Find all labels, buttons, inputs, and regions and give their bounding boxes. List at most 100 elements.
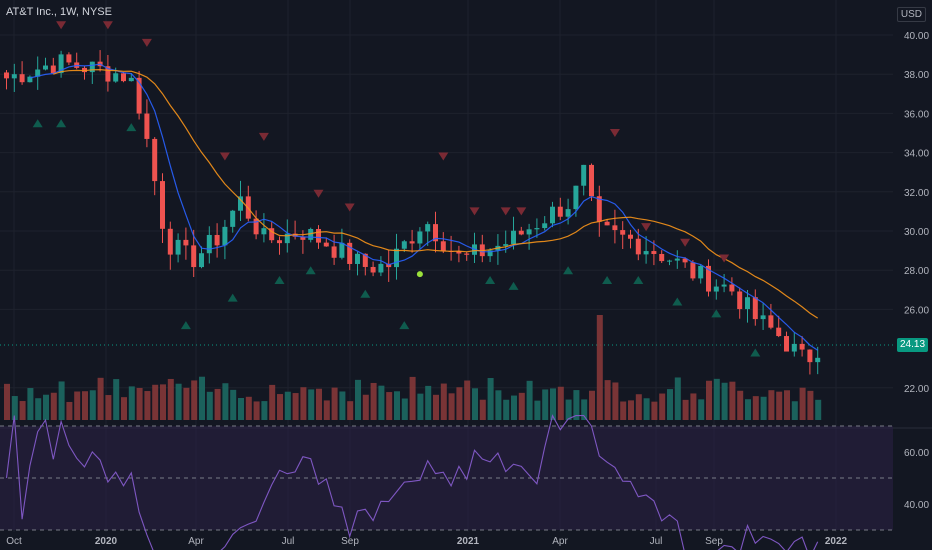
volume-bar [292,393,299,420]
candle-body [752,297,758,320]
volume-bar [230,389,237,420]
buy-signal-marker [711,309,722,318]
volume-bar [495,390,502,420]
candle-body [612,225,618,231]
candle-body [807,349,813,363]
volume-bar [417,393,424,420]
candle-body [511,230,516,245]
volume-bar [323,400,330,420]
candle-body [316,228,321,243]
volume-bar [331,387,338,420]
buy-signal-marker [360,289,371,298]
volume-bar [144,391,151,420]
candle-body [152,138,158,182]
candle-body [269,228,275,241]
buy-signal-marker [633,276,644,284]
buy-signal-marker [56,119,67,128]
volume-bar [11,396,18,420]
volume-bar [620,401,627,420]
volume-bar [706,380,712,420]
sell-signal-marker [102,21,113,30]
buy-signal-marker [399,321,410,330]
buy-signal-marker [563,266,574,275]
candle-body [214,234,220,246]
candle-body [409,241,415,244]
candle-body [339,242,345,258]
price-tick-label: 30.00 [904,227,929,238]
volume-bar [518,392,525,420]
sell-signal-marker [469,207,480,216]
candle-body [674,258,680,261]
candle-body [277,240,282,244]
volume-bar [815,399,822,420]
candle-body [58,54,64,74]
volume-bar [799,387,806,420]
candle-body [19,74,25,83]
volume-bar [50,392,57,420]
candle-body [144,113,150,139]
candle-body [175,239,181,255]
candle-body [136,77,142,114]
volume-bar [269,384,276,420]
signal-dot [416,271,423,278]
volume-bar [58,381,65,420]
candle-body [394,248,399,268]
time-tick-label: 2020 [95,536,118,547]
volume-bar [167,378,174,420]
sell-signal-marker [680,238,691,247]
candle-body [518,230,524,235]
sell-signal-marker [438,152,449,161]
volume-bar [19,401,26,420]
moving-averages [29,63,819,351]
volume-bar [550,388,556,420]
candle-body [698,265,704,279]
time-tick-label: Sep [705,536,723,547]
candle-body [690,262,696,279]
price-tick-label: 26.00 [904,305,929,316]
candlesticks [4,50,821,375]
price-tick-label: 22.00 [904,384,929,395]
volume-bar [674,377,681,420]
sell-signal-marker [141,38,152,47]
volume-bar [542,389,549,420]
volume-bar [768,390,775,420]
volume-bar [191,380,198,420]
volume-bar [425,385,432,420]
volume-bar [643,398,650,420]
candle-body [401,241,407,249]
candle-body [542,223,548,229]
candle-body [526,229,532,235]
volume-bar [308,389,315,420]
time-tick-label: Apr [188,536,204,547]
volume-bar [160,384,166,420]
candle-body [596,196,602,222]
volume-bar [394,391,400,420]
volume-bar [152,384,159,420]
volume-bar [628,400,634,420]
candle-body [11,74,17,79]
candle-body [550,206,555,224]
volume-bar [206,391,213,420]
volume-bar [355,379,361,420]
candle-body [760,315,766,320]
candle-body [191,245,197,268]
candle-body [347,242,353,264]
volume-bar [565,399,572,420]
volume-bar [362,394,369,420]
price-tick-label: 38.00 [904,70,929,81]
candle-body [581,164,587,186]
last-price-tag: 24.13 [897,338,928,352]
volume-bar [27,388,34,420]
candle-body [589,164,594,197]
volume-bar [222,383,229,420]
time-tick-label: 2021 [457,536,480,547]
sell-signal-marker [56,21,67,30]
signal-markers [32,21,761,357]
volume-bar [97,377,104,420]
volume-bar [316,388,322,420]
candle-body [791,343,797,352]
currency-badge[interactable]: USD [896,7,926,22]
volume-bar [43,394,49,420]
time-tick-label: Apr [552,536,568,547]
